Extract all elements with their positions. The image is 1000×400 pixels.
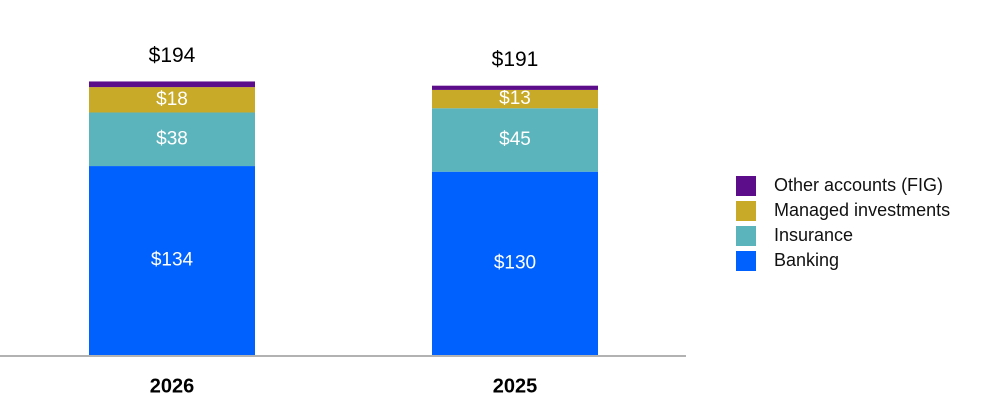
legend-label: Banking — [774, 250, 839, 270]
legend-label: Other accounts (FIG) — [774, 175, 943, 195]
value-label: $134 — [151, 250, 194, 271]
bar-segment — [432, 108, 598, 172]
value-label: $18 — [156, 89, 188, 110]
legend-swatch — [736, 226, 756, 246]
legend-label: Managed investments — [774, 200, 950, 220]
bar-segment — [89, 81, 255, 88]
legend-swatch — [736, 176, 756, 196]
x-tick-label: 2025 — [493, 375, 538, 397]
value-label: $13 — [499, 88, 531, 109]
value-label: $130 — [494, 252, 536, 273]
bar-segment — [432, 89, 598, 109]
total-label: $194 — [149, 44, 196, 67]
bar-segment — [432, 85, 598, 90]
legend-swatch — [736, 251, 756, 271]
bar-segment — [89, 87, 255, 113]
value-label: $45 — [499, 129, 531, 150]
bar-segment — [432, 171, 598, 355]
value-label: $38 — [156, 128, 188, 149]
legend-swatch — [736, 201, 756, 221]
bar-segment — [89, 112, 255, 167]
x-tick-label: 2026 — [150, 375, 195, 397]
total-label: $191 — [492, 48, 539, 71]
bar-segment — [89, 166, 255, 355]
legend-label: Insurance — [774, 225, 853, 245]
